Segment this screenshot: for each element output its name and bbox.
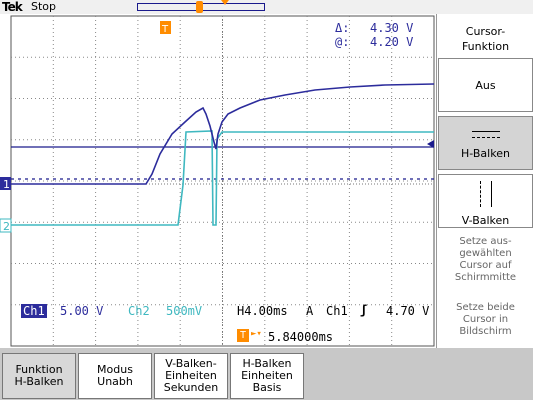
ch1-marker-label: 1 xyxy=(3,178,10,191)
function-button[interactable]: Funktion H-Balken xyxy=(2,353,76,399)
ch2-marker-label: 2 xyxy=(3,220,10,233)
trigger-slope-icon: ʃ xyxy=(360,303,368,317)
graticule: 1 2 T xyxy=(0,15,435,347)
ch1-marker-icon xyxy=(0,177,11,190)
h-bars-units-button[interactable]: H-Balken Einheiten Basis xyxy=(230,353,304,399)
v-bars-label: V-Balken xyxy=(461,214,510,227)
brand-label: Tek xyxy=(2,0,23,14)
cursor-delta-label: Δ: xyxy=(335,21,350,35)
trigger-arrow-icon: ►▾ xyxy=(251,329,262,339)
both-cursors-hint: Setze beide Cursor in Bildschirm xyxy=(456,302,515,337)
cursor-off-label: Aus xyxy=(475,79,496,92)
ch2-marker-icon xyxy=(0,218,12,233)
trigger-marker-icon xyxy=(160,21,171,34)
function-label: Funktion H-Balken xyxy=(14,363,64,388)
cursor-off-button[interactable]: Aus xyxy=(438,58,533,112)
h-bars-icon xyxy=(471,131,500,138)
cursor-delta-value: 4.30 V xyxy=(370,21,414,35)
ch1-scale: 5.00 V xyxy=(60,304,104,318)
horizontal-position-arrow-icon xyxy=(221,0,229,5)
trigger-source: Ch1 xyxy=(326,304,348,318)
trigger-position-value: 5.84000ms xyxy=(268,330,334,344)
mode-label: Modus Unabh xyxy=(97,363,133,388)
waveform-display[interactable]: 1 2 T Δ: 4.30 V @: 4.20 V Ch1 5.00 V Ch2 5… xyxy=(0,14,436,348)
bottom-menu: Funktion H-Balken Modus Unabh V-Balken- … xyxy=(0,348,533,400)
v-bars-units-label: V-Balken- Einheiten Sekunden xyxy=(163,357,219,394)
side-menu-title: Cursor- Funktion xyxy=(461,25,510,53)
v-bars-button[interactable]: V-Balken xyxy=(438,174,533,228)
v-bars-units-button[interactable]: V-Balken- Einheiten Sekunden xyxy=(154,353,228,399)
timebase: H4.00ms xyxy=(237,304,288,318)
trigger-marker-label: T xyxy=(161,24,169,35)
trigger-level: 4.70 V xyxy=(386,304,430,318)
active-cursor-arrow-icon xyxy=(427,140,434,148)
ch2-trace xyxy=(11,130,434,226)
trigger-position-icon: T xyxy=(237,329,249,342)
ch2-scale: 500mV xyxy=(166,304,203,318)
v-bars-icon xyxy=(479,181,492,207)
side-menu: Cursor- Funktion Aus H-Balken V-Balken S… xyxy=(436,14,533,348)
acquisition-status: Stop xyxy=(31,0,57,13)
status-bar: Tek Stop xyxy=(0,0,533,14)
record-trigger-marker xyxy=(196,1,203,13)
h-bars-button[interactable]: H-Balken xyxy=(438,116,533,170)
mode-button[interactable]: Modus Unabh xyxy=(78,353,152,399)
trigger-mode: A xyxy=(306,304,314,318)
cursor-at-label: @: xyxy=(335,35,350,49)
h-bars-units-label: H-Balken Einheiten Basis xyxy=(241,357,293,394)
center-cursor-hint: Setze aus- gewählten Cursor auf Schirmmi… xyxy=(454,236,517,283)
ch2-label: Ch2 xyxy=(128,304,150,318)
cursor-at-value: 4.20 V xyxy=(370,35,414,49)
ch1-trace xyxy=(11,83,435,185)
ch1-label: Ch1 xyxy=(21,304,47,318)
h-bars-label: H-Balken xyxy=(461,147,510,160)
